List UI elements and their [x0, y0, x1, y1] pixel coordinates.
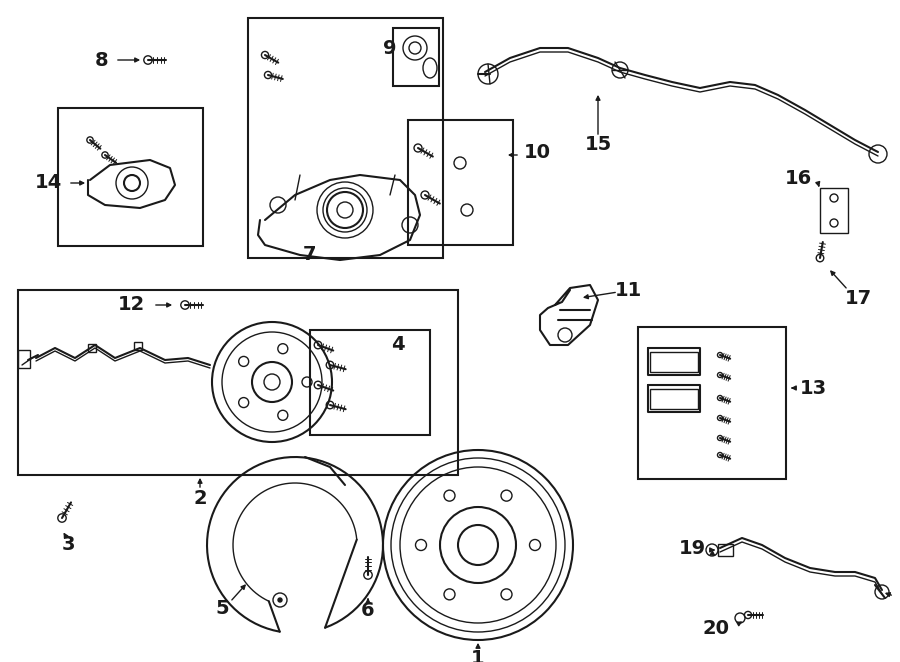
Text: 7: 7	[303, 246, 317, 265]
Text: 13: 13	[800, 379, 827, 397]
Circle shape	[444, 490, 455, 501]
Bar	[650, 389, 698, 409]
Bar	[134, 342, 142, 350]
Bar	[88, 344, 96, 352]
Circle shape	[458, 525, 498, 565]
Circle shape	[529, 540, 541, 551]
Text: 15: 15	[584, 136, 612, 154]
Text: 18: 18	[898, 591, 900, 610]
Bar	[638, 327, 786, 479]
Text: 16: 16	[785, 169, 812, 187]
Text: 11: 11	[615, 281, 642, 299]
Bar	[18, 350, 30, 368]
Bar	[650, 352, 698, 372]
Bar	[58, 108, 203, 246]
Text: 5: 5	[215, 598, 229, 618]
Bar	[310, 330, 430, 435]
Bar	[718, 544, 733, 556]
Text: 6: 6	[361, 600, 374, 620]
Text: 1: 1	[472, 649, 485, 662]
Circle shape	[501, 589, 512, 600]
Bar	[18, 290, 458, 475]
Circle shape	[278, 598, 282, 602]
Text: 4: 4	[392, 336, 405, 354]
Circle shape	[501, 490, 512, 501]
Text: 8: 8	[94, 50, 108, 70]
Bar	[408, 120, 513, 245]
Text: 2: 2	[194, 489, 207, 508]
Text: 20: 20	[703, 618, 730, 638]
Text: 19: 19	[679, 538, 706, 557]
Bar	[248, 18, 443, 258]
Bar	[393, 28, 439, 86]
Circle shape	[444, 589, 455, 600]
Text: 9: 9	[383, 38, 397, 58]
Text: 12: 12	[118, 295, 145, 314]
Text: 17: 17	[844, 289, 871, 308]
Circle shape	[416, 540, 427, 551]
Text: 14: 14	[35, 173, 62, 193]
Bar	[820, 188, 848, 233]
Text: 3: 3	[61, 536, 75, 555]
Text: 10: 10	[524, 142, 551, 162]
